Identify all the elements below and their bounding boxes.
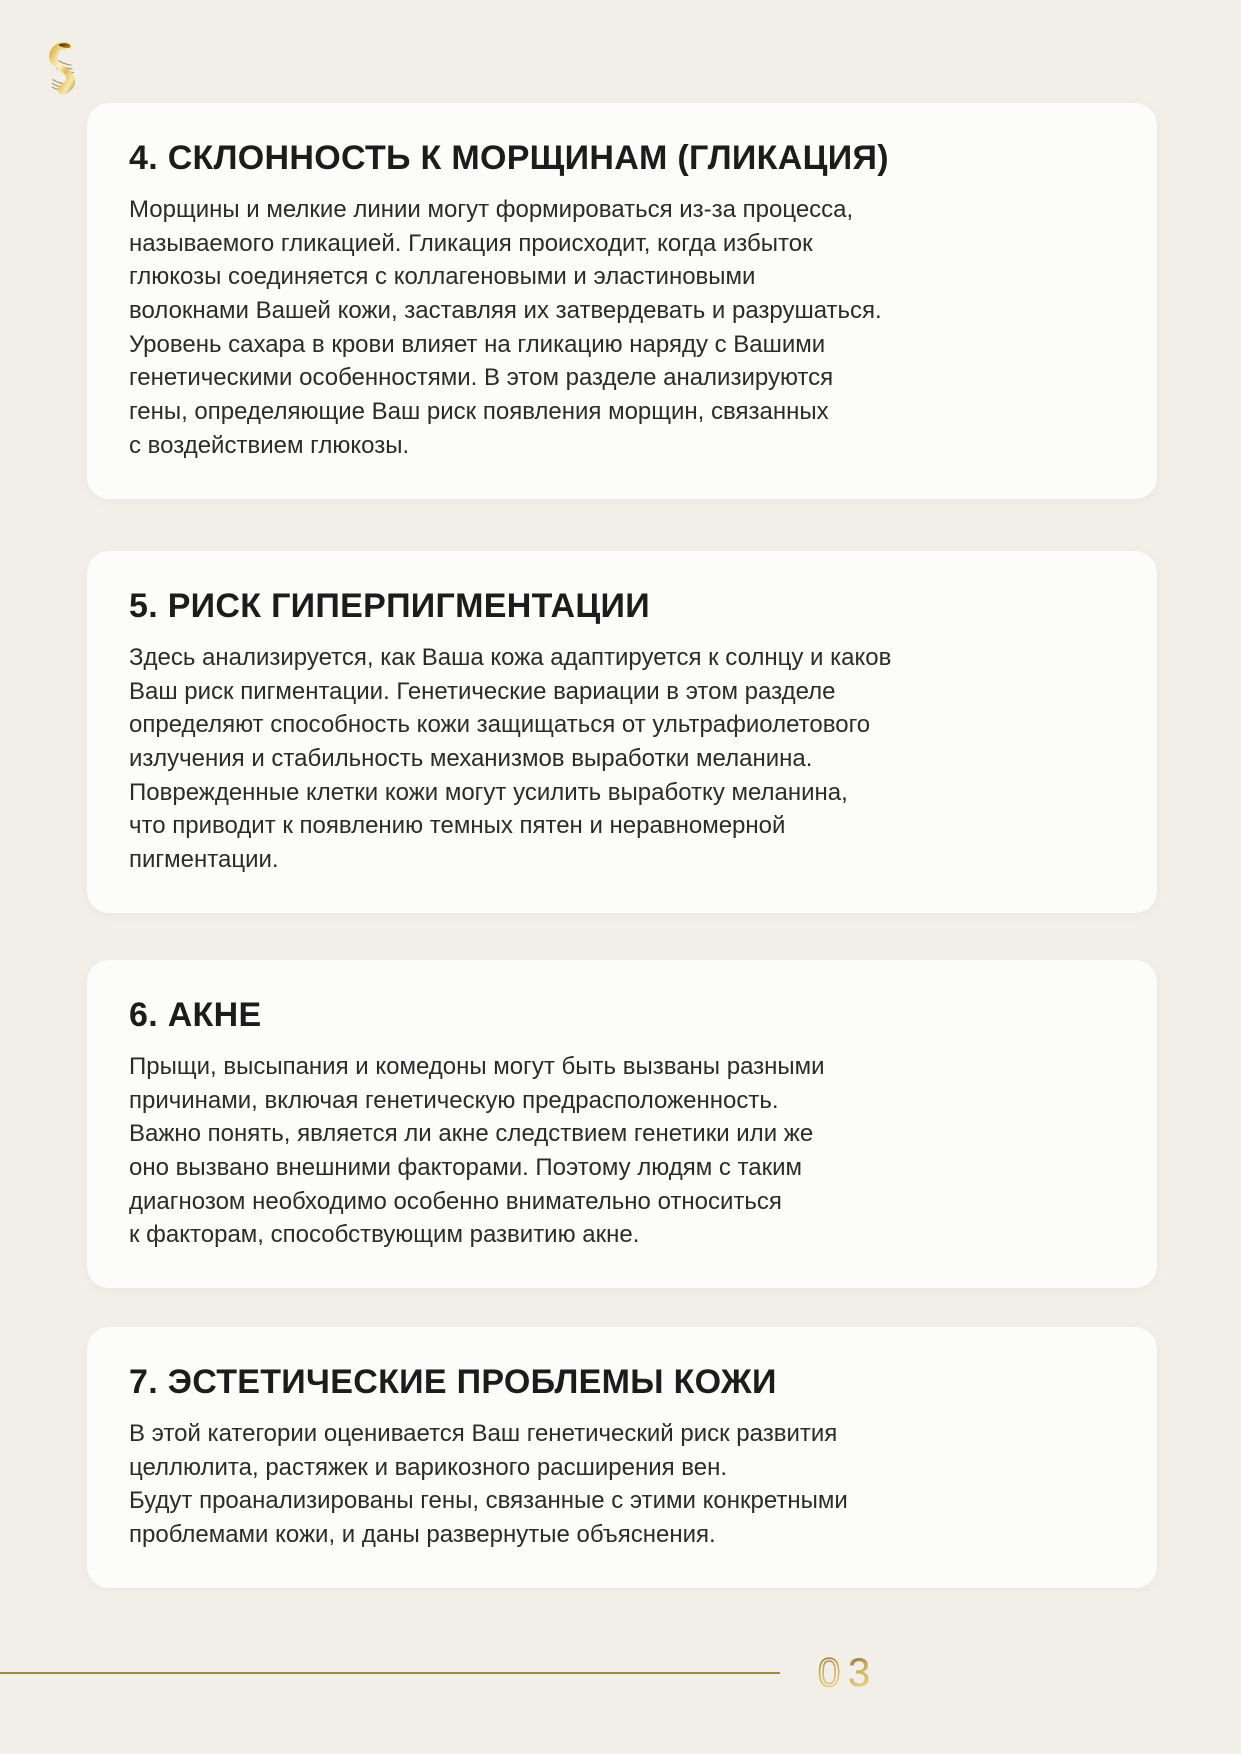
svg-text:0: 0: [818, 1651, 840, 1695]
svg-text:3: 3: [848, 1651, 870, 1695]
